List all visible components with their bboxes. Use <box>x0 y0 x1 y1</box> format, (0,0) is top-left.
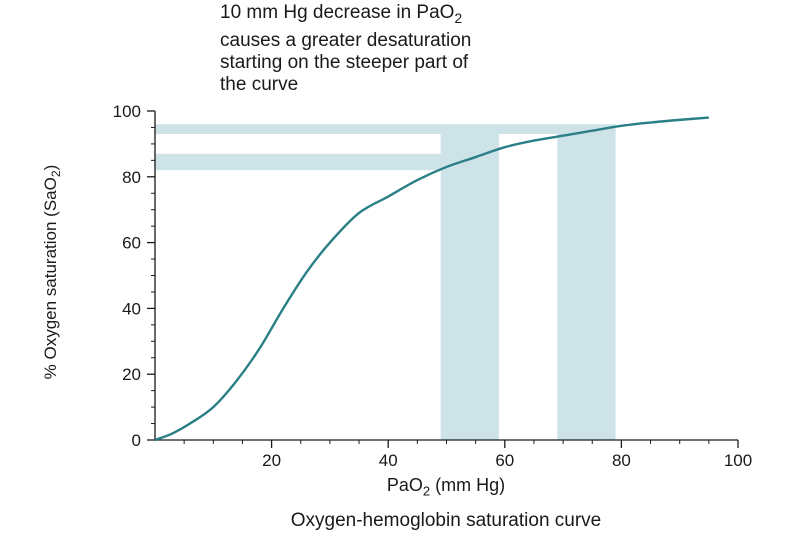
y-tick-label-80: 80 <box>122 168 141 187</box>
x-axis-label-text: PaO <box>386 475 423 495</box>
y-axis-label-suffix: ) <box>40 164 60 171</box>
chart-annotation: 10 mm Hg decrease in PaO2 causes a great… <box>220 2 640 96</box>
y-axis-label-subscript: 2 <box>49 170 64 178</box>
vertical-band-1 <box>440 125 499 440</box>
y-tick-label-20: 20 <box>122 365 141 384</box>
annotation-line-2: causes a greater desaturation <box>220 29 472 51</box>
saturation-curve-1 <box>154 116 709 442</box>
horizontal-band-2 <box>155 124 616 135</box>
annotation-line-1-text: 10 mm Hg decrease in PaO <box>220 2 455 23</box>
y-tick-label-100: 100 <box>113 102 141 121</box>
x-tick-label-40: 40 <box>379 451 398 470</box>
x-tick-label-100: 100 <box>724 451 752 470</box>
annotation-line-1-subscript: 2 <box>454 10 463 26</box>
x-axis-label-suffix: (mm Hg) <box>430 475 506 495</box>
x-tick-label-60: 60 <box>495 451 514 470</box>
x-tick-label-20: 20 <box>262 451 281 470</box>
annotation-line-1: 10 mm Hg decrease in PaO2 <box>220 2 640 30</box>
y-axis-label-text: % Oxygen saturation (SaO <box>40 177 60 380</box>
annotation-line-3: starting on the steeper part of <box>220 51 469 73</box>
annotation-line-4: the curve <box>220 73 299 95</box>
y-tick-label-40: 40 <box>122 299 141 318</box>
x-axis-label-subscript: 2 <box>422 483 431 499</box>
horizontal-band-1 <box>155 153 499 171</box>
x-axis-label: PaO2 (mm Hg) <box>387 475 505 499</box>
y-tick-label-0: 0 <box>132 431 141 450</box>
vertical-band-2 <box>557 125 616 440</box>
chart-caption: Oxygen-hemoglobin saturation curve <box>290 510 602 531</box>
x-tick-label-80: 80 <box>612 451 631 470</box>
y-tick-label-60: 60 <box>122 234 141 253</box>
